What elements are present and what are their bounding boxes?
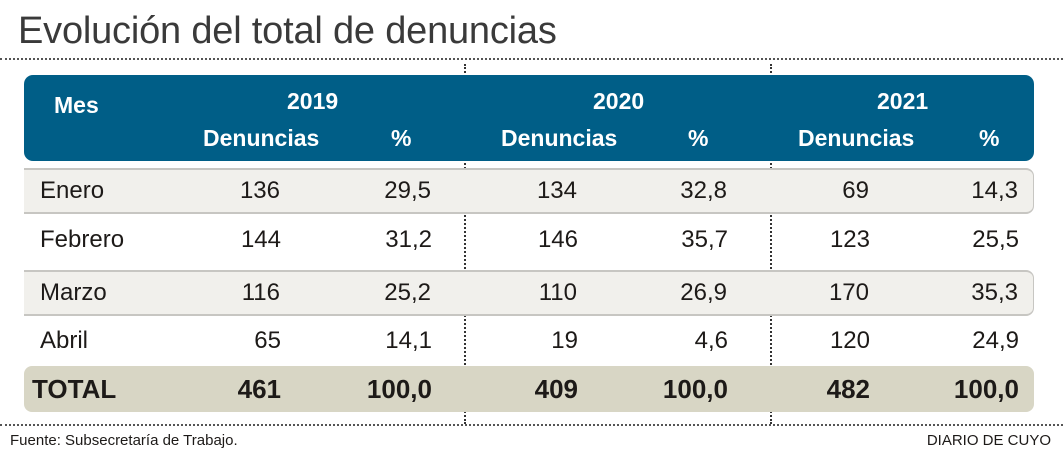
header-count-2021: Denuncias bbox=[798, 125, 915, 151]
bottom-divider bbox=[0, 424, 1063, 426]
total-percent-2019: 100,0 bbox=[366, 374, 432, 404]
header-month: Mes bbox=[54, 92, 99, 118]
percent-2020: 26,9 bbox=[680, 279, 727, 306]
percent-2021: 14,3 bbox=[971, 177, 1018, 204]
publisher-credit: DIARIO DE CUYO bbox=[926, 432, 1051, 449]
percent-2019: 31,2 bbox=[385, 226, 432, 253]
header-percent-2021: % bbox=[979, 125, 1000, 151]
percent-2020: 32,8 bbox=[680, 177, 727, 204]
count-2019: 65 bbox=[254, 327, 281, 354]
header-count-2020: Denuncias bbox=[501, 125, 618, 151]
percent-2021: 24,9 bbox=[972, 327, 1019, 354]
percent-2019: 25,2 bbox=[384, 279, 431, 306]
count-2019: 116 bbox=[241, 279, 280, 306]
header-count-2019: Denuncias bbox=[203, 125, 320, 151]
percent-2020: 4,6 bbox=[694, 327, 728, 354]
total-count-2019: 461 bbox=[237, 374, 281, 404]
month-cell: Enero bbox=[40, 177, 105, 204]
percent-2021: 25,5 bbox=[972, 226, 1019, 253]
total-label: TOTAL bbox=[32, 374, 117, 404]
count-2021: 69 bbox=[842, 177, 869, 204]
total-percent-2021: 100,0 bbox=[953, 374, 1019, 404]
table-header: Mes 2019 2020 2021 Denuncias % Denuncias… bbox=[24, 75, 1034, 161]
table-row: Marzo 116 25,2 110 26,9 170 35,3 bbox=[24, 270, 1034, 316]
count-2020: 19 bbox=[551, 327, 578, 354]
header-percent-2019: % bbox=[391, 125, 412, 151]
table-row: Enero 136 29,5 134 32,8 69 14,3 bbox=[24, 168, 1034, 214]
month-cell: Marzo bbox=[40, 279, 107, 306]
count-2020: 110 bbox=[538, 279, 577, 306]
count-2019: 136 bbox=[239, 177, 280, 204]
total-count-2021: 482 bbox=[826, 374, 870, 404]
header-year-2019: 2019 bbox=[287, 88, 339, 114]
table-row: Abril 65 14,1 19 4,6 120 24,9 bbox=[24, 318, 1034, 364]
percent-2019: 29,5 bbox=[384, 177, 431, 204]
column-divider-2019-2020 bbox=[464, 64, 466, 424]
column-divider-2020-2021 bbox=[770, 64, 772, 424]
total-row: TOTAL 461 100,0 409 100,0 482 100,0 bbox=[24, 366, 1034, 412]
header-year-2020: 2020 bbox=[593, 88, 645, 114]
header-percent-2020: % bbox=[688, 125, 709, 151]
page-title: Evolución del total de denuncias bbox=[18, 10, 557, 52]
percent-2021: 35,3 bbox=[971, 279, 1018, 306]
top-divider bbox=[0, 58, 1063, 60]
count-2021: 170 bbox=[828, 279, 869, 306]
month-cell: Abril bbox=[40, 327, 89, 354]
total-percent-2020: 100,0 bbox=[662, 374, 728, 404]
count-2020: 134 bbox=[536, 177, 577, 204]
percent-2020: 35,7 bbox=[681, 226, 728, 253]
total-count-2020: 409 bbox=[534, 374, 578, 404]
count-2020: 146 bbox=[537, 226, 578, 253]
count-2021: 123 bbox=[829, 226, 870, 253]
header-year-2021: 2021 bbox=[877, 88, 929, 114]
count-2019: 144 bbox=[240, 226, 281, 253]
month-cell: Febrero bbox=[40, 226, 125, 253]
source-note: Fuente: Subsecretaría de Trabajo. bbox=[10, 432, 238, 449]
count-2021: 120 bbox=[829, 327, 870, 354]
percent-2019: 14,1 bbox=[385, 327, 432, 354]
table-row: Febrero 144 31,2 146 35,7 123 25,5 bbox=[24, 217, 1034, 263]
